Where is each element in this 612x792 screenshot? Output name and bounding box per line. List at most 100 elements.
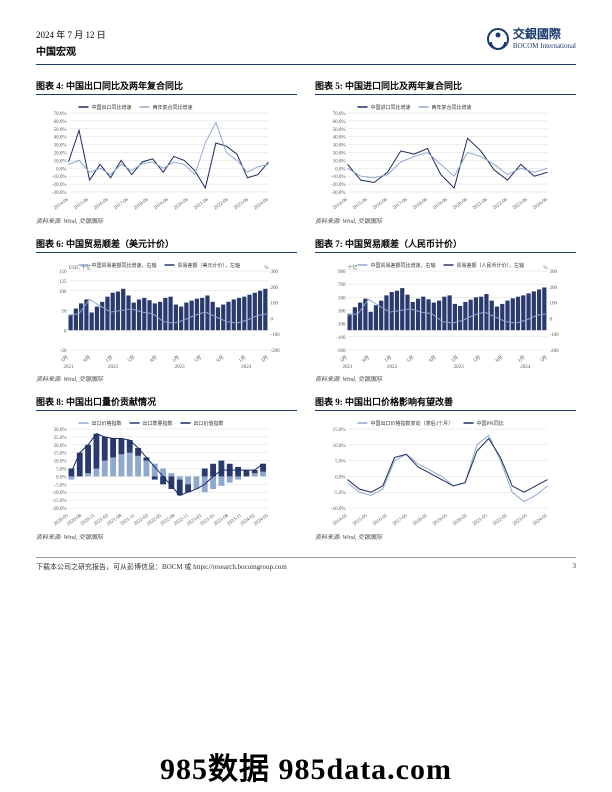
svg-text:中国贸易差额同比增速，右轴: 中国贸易差额同比增速，右轴 bbox=[371, 262, 436, 269]
svg-text:30.0%: 30.0% bbox=[333, 144, 346, 149]
svg-text:-10.0%: -10.0% bbox=[331, 507, 346, 512]
svg-text:2022-06: 2022-06 bbox=[492, 197, 509, 211]
svg-text:9月: 9月 bbox=[149, 355, 159, 364]
svg-text:2016-06: 2016-06 bbox=[93, 197, 110, 211]
svg-text:200: 200 bbox=[271, 286, 279, 291]
svg-text:2024-05: 2024-05 bbox=[253, 513, 270, 527]
svg-text:2021: 2021 bbox=[64, 365, 75, 370]
svg-text:2016-05: 2016-05 bbox=[372, 513, 389, 527]
svg-text:-10.0%: -10.0% bbox=[52, 491, 67, 496]
chart-title: 图表 9: 中国出口价格影响有望改善 bbox=[315, 395, 576, 411]
svg-text:-5.0%: -5.0% bbox=[54, 483, 66, 488]
svg-text:100: 100 bbox=[59, 290, 67, 295]
svg-text:5月: 5月 bbox=[406, 355, 416, 364]
svg-text:-5.0%: -5.0% bbox=[333, 491, 345, 496]
svg-text:5月: 5月 bbox=[339, 355, 349, 364]
chart-source: 资料来源: Wind, 交银国际 bbox=[36, 216, 297, 225]
svg-text:300: 300 bbox=[550, 270, 558, 275]
svg-text:%: % bbox=[543, 266, 547, 271]
svg-text:5月: 5月 bbox=[539, 355, 549, 364]
svg-text:10.0%: 10.0% bbox=[54, 460, 67, 465]
chart-cell: 图表 9: 中国出口价格影响有望改善中国出口价格指数变动（滞后3个月）中国PPI… bbox=[315, 395, 576, 541]
page-number: 3 bbox=[573, 562, 577, 572]
svg-text:2017-06: 2017-06 bbox=[113, 197, 130, 211]
svg-text:30.0%: 30.0% bbox=[54, 428, 67, 433]
svg-text:0: 0 bbox=[550, 317, 553, 322]
svg-text:50: 50 bbox=[62, 310, 68, 315]
svg-text:100: 100 bbox=[550, 302, 558, 307]
svg-text:700: 700 bbox=[338, 283, 346, 288]
svg-text:2023-05: 2023-05 bbox=[512, 513, 529, 527]
svg-text:5.0%: 5.0% bbox=[56, 468, 66, 473]
svg-text:40.0%: 40.0% bbox=[333, 136, 346, 141]
svg-text:中国贸易差额同比增速，右轴: 中国贸易差额同比增速，右轴 bbox=[92, 262, 157, 269]
svg-text:2019-06: 2019-06 bbox=[153, 197, 170, 211]
svg-text:50.0%: 50.0% bbox=[333, 128, 346, 133]
svg-text:15.0%: 15.0% bbox=[54, 452, 67, 457]
svg-text:125: 125 bbox=[59, 280, 67, 285]
svg-text:-10.0%: -10.0% bbox=[52, 175, 67, 180]
svg-text:0: 0 bbox=[64, 329, 67, 334]
svg-text:15.0%: 15.0% bbox=[333, 428, 346, 433]
svg-text:2014-05: 2014-05 bbox=[332, 513, 349, 527]
svg-text:2020-05: 2020-05 bbox=[452, 513, 469, 527]
svg-text:2022: 2022 bbox=[108, 365, 119, 370]
chart-title: 图表 6: 中国贸易顺差（美元计价） bbox=[36, 237, 297, 253]
svg-text:十亿: 十亿 bbox=[348, 264, 358, 271]
svg-text:中国出口价格指数变动（滞后3个月）: 中国出口价格指数变动（滞后3个月） bbox=[371, 420, 454, 427]
svg-text:0: 0 bbox=[271, 317, 274, 322]
svg-text:40.0%: 40.0% bbox=[54, 136, 67, 141]
chart-cell: 图表 5: 中国进口同比及两年复合同比中国进口同比增速两年复合同比增速-30.0… bbox=[315, 79, 576, 225]
svg-text:-200: -200 bbox=[550, 349, 560, 354]
svg-text:2022: 2022 bbox=[387, 365, 398, 370]
svg-text:2024: 2024 bbox=[520, 365, 531, 370]
svg-text:-30.0%: -30.0% bbox=[331, 191, 346, 196]
svg-text:9月: 9月 bbox=[495, 355, 505, 364]
svg-text:0.0%: 0.0% bbox=[56, 475, 66, 480]
chart-cell: 图表 4: 中国出口同比及两年复合同比中国出口同比增速两年复合同比增速-30.0… bbox=[36, 79, 297, 225]
svg-text:2018-06: 2018-06 bbox=[412, 197, 429, 211]
svg-text:%: % bbox=[264, 266, 268, 271]
logo-en: BOCOM International bbox=[513, 42, 576, 50]
chart-cell: 图表 6: 中国贸易顺差（美元计价）中国贸易差额同比增速，右轴贸易差额（美元计价… bbox=[36, 237, 297, 383]
chart-title: 图表 5: 中国进口同比及两年复合同比 bbox=[315, 79, 576, 95]
svg-text:1月: 1月 bbox=[450, 355, 460, 364]
svg-text:10.0%: 10.0% bbox=[54, 159, 67, 164]
svg-text:100: 100 bbox=[338, 323, 346, 328]
svg-text:5月: 5月 bbox=[472, 355, 482, 364]
svg-text:0.0%: 0.0% bbox=[335, 167, 345, 172]
svg-text:9月: 9月 bbox=[216, 355, 226, 364]
svg-text:60.0%: 60.0% bbox=[54, 120, 67, 125]
header-left: 2024 年 7 月 12 日 中国宏观 bbox=[36, 28, 106, 58]
svg-text:2014-06: 2014-06 bbox=[53, 197, 70, 211]
svg-text:-50: -50 bbox=[60, 349, 67, 354]
svg-text:9月: 9月 bbox=[361, 355, 371, 364]
svg-text:-20.0%: -20.0% bbox=[52, 183, 67, 188]
svg-text:中国出口同比增速: 中国出口同比增速 bbox=[92, 104, 132, 111]
svg-text:-20.0%: -20.0% bbox=[331, 183, 346, 188]
svg-text:出口数量指数: 出口数量指数 bbox=[143, 420, 173, 427]
svg-text:两年复合同比增速: 两年复合同比增速 bbox=[432, 104, 472, 111]
chart-svg: 中国进口同比增速两年复合同比增速-30.0%-20.0%-10.0%0.0%10… bbox=[315, 99, 576, 214]
header: 2024 年 7 月 12 日 中国宏观 交銀國際 BOCOM Internat… bbox=[36, 28, 576, 58]
svg-text:2019-05: 2019-05 bbox=[432, 513, 449, 527]
svg-text:2024-06: 2024-06 bbox=[532, 197, 549, 211]
watermark: 985数据 985data.com bbox=[160, 744, 452, 788]
chart-svg: 出口价格指数出口数量指数出口价值指数-20.0%-15.0%-10.0%-5.0… bbox=[36, 415, 297, 530]
logo: 交銀國際 BOCOM International bbox=[487, 28, 576, 50]
svg-text:USD, 十亿: USD, 十亿 bbox=[69, 264, 92, 271]
svg-text:两年复合同比增速: 两年复合同比增速 bbox=[153, 104, 193, 111]
svg-text:2020-06: 2020-06 bbox=[452, 197, 469, 211]
svg-text:300: 300 bbox=[271, 270, 279, 275]
chart-svg: 中国出口价格指数变动（滞后3个月）中国PPI同比-10.0%-5.0%0.0%5… bbox=[315, 415, 576, 530]
svg-text:2023-06: 2023-06 bbox=[233, 197, 250, 211]
svg-text:1月: 1月 bbox=[104, 355, 114, 364]
svg-text:2017-06: 2017-06 bbox=[392, 197, 409, 211]
svg-text:2024: 2024 bbox=[241, 365, 252, 370]
svg-text:2021-05: 2021-05 bbox=[472, 513, 489, 527]
svg-text:50.0%: 50.0% bbox=[54, 128, 67, 133]
svg-text:2016-06: 2016-06 bbox=[372, 197, 389, 211]
svg-text:0.0%: 0.0% bbox=[335, 475, 345, 480]
footer-divider bbox=[36, 557, 576, 558]
svg-text:2015-05: 2015-05 bbox=[352, 513, 369, 527]
